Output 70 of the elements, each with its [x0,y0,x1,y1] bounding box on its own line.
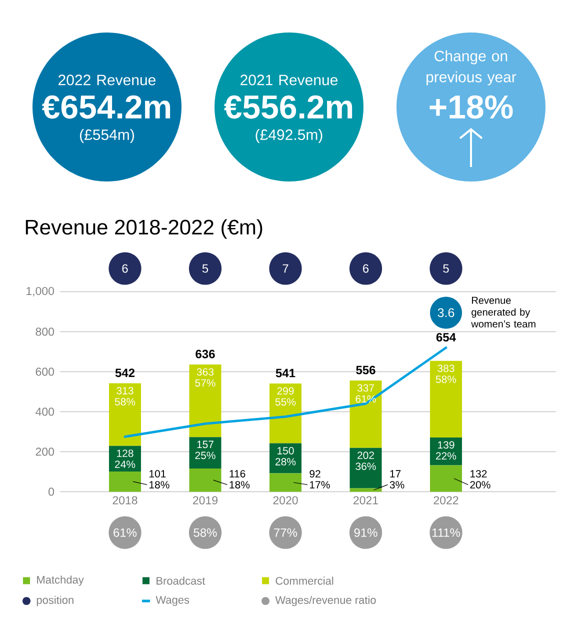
x-tick-label: 2018 [112,496,138,504]
bar [430,465,462,492]
total-label: 542 [115,368,135,378]
text: €654.2m [42,95,170,119]
data-label: 116 18% [230,470,250,489]
y-tick-label: 0 [48,488,54,496]
text: 58% [194,528,217,537]
bar [350,380,382,448]
bar [269,473,302,492]
bar [430,360,462,438]
x-tick-label: 2019 [193,496,218,504]
data-label: 150 28% [276,447,296,466]
text: €556.2m [224,95,352,119]
total-label: 654 [436,333,456,342]
y-tick-label: 400 [36,408,54,416]
legend-label: Matchday [37,576,84,586]
text: 91% [354,528,378,537]
data-label: 299 55% [275,387,296,406]
data-label: 101 18% [150,470,170,489]
category-label: 2022 Revenue [58,74,156,86]
x-tick-label: 2021 [354,496,378,504]
y-tick-label: 800 [36,328,54,336]
data-label: 92 17% [310,470,330,488]
bar [430,437,462,466]
text: 61% [114,528,137,537]
data-label: 132 20% [470,470,490,489]
text: (£554m) [80,129,134,143]
text: 5 [202,264,208,273]
x-tick-label: 2022 [434,496,458,504]
bar [269,384,302,444]
legend-label: Wages [156,596,190,606]
text: 5 [443,264,449,273]
text: 111% [432,528,460,537]
total-label: 636 [196,350,215,358]
bar [189,468,222,492]
chart-title: Revenue 2018-2022 (€m) [26,219,262,239]
y-tick-label: 600 [36,368,54,376]
text: Wages/revenue ratio [275,596,376,606]
text: (£492.5m) [256,129,322,143]
text: position [36,596,74,606]
legend-label: Commercial [276,576,334,585]
total-label: 556 [356,366,376,374]
category-label: 2021 Revenue [240,74,338,86]
x-tick-label: 2020 [273,496,298,504]
y-tick-label: 1,000 [26,286,54,296]
data-label: 313 58% [114,387,136,406]
bar [108,471,141,492]
category-label: Change on previous year [426,50,516,86]
text: 77% [274,528,298,537]
bar [108,383,141,446]
total-label: 541 [276,368,296,378]
data-label: 139 22% [436,441,456,460]
data-label: 157 25% [195,440,216,460]
bar [350,448,382,488]
data-label: 202 36% [356,452,376,470]
annotation: 3.6 [438,308,454,318]
data-label: 363 57% [195,368,216,387]
bar [269,443,302,474]
bar [189,437,222,468]
y-tick-label: 200 [36,448,54,456]
bar [189,364,222,438]
text: 7 [282,264,288,273]
annotation: Revenue generated by women’s team [471,296,536,328]
text: 6 [363,264,369,273]
legend-label: Broadcast [156,576,206,585]
text: 6 [122,264,128,273]
data-label: 128 24% [115,450,136,468]
data-label: 383 58% [436,364,456,384]
text: +18% [430,95,513,119]
data-label: 17 3% [390,470,404,489]
